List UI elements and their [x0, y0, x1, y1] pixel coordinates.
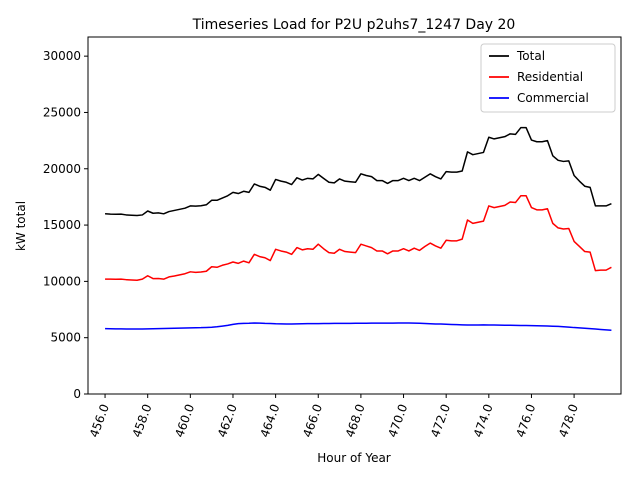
series-line-residential	[105, 195, 612, 282]
y-axis-label: kW total	[14, 201, 28, 251]
y-tick-label: 10000	[43, 274, 81, 288]
series-line-total	[105, 126, 612, 217]
legend-label-residential: Residential	[517, 70, 583, 84]
plot-area	[87, 36, 622, 395]
y-tick-label: 30000	[43, 49, 81, 63]
legend-label-commercial: Commercial	[517, 91, 589, 105]
series-line-commercial	[105, 322, 612, 332]
y-axis: 0 5000 10000 15000 20000 25000 30000	[43, 49, 88, 401]
y-tick-label: 0	[73, 387, 81, 401]
y-tick-label: 25000	[43, 105, 81, 119]
y-tick-label: 15000	[43, 218, 81, 232]
x-axis-label: Hour of Year	[317, 451, 391, 465]
y-tick-label: 5000	[50, 331, 81, 345]
y-tick-label: 20000	[43, 162, 81, 176]
axes-frame	[87, 36, 622, 395]
legend-label-total: Total	[516, 49, 545, 63]
legend-box	[480, 43, 616, 113]
legend: Total Residential Commercial	[480, 43, 616, 113]
chart-title: Timeseries Load for P2U p2uhs7_1247 Day …	[192, 17, 516, 33]
